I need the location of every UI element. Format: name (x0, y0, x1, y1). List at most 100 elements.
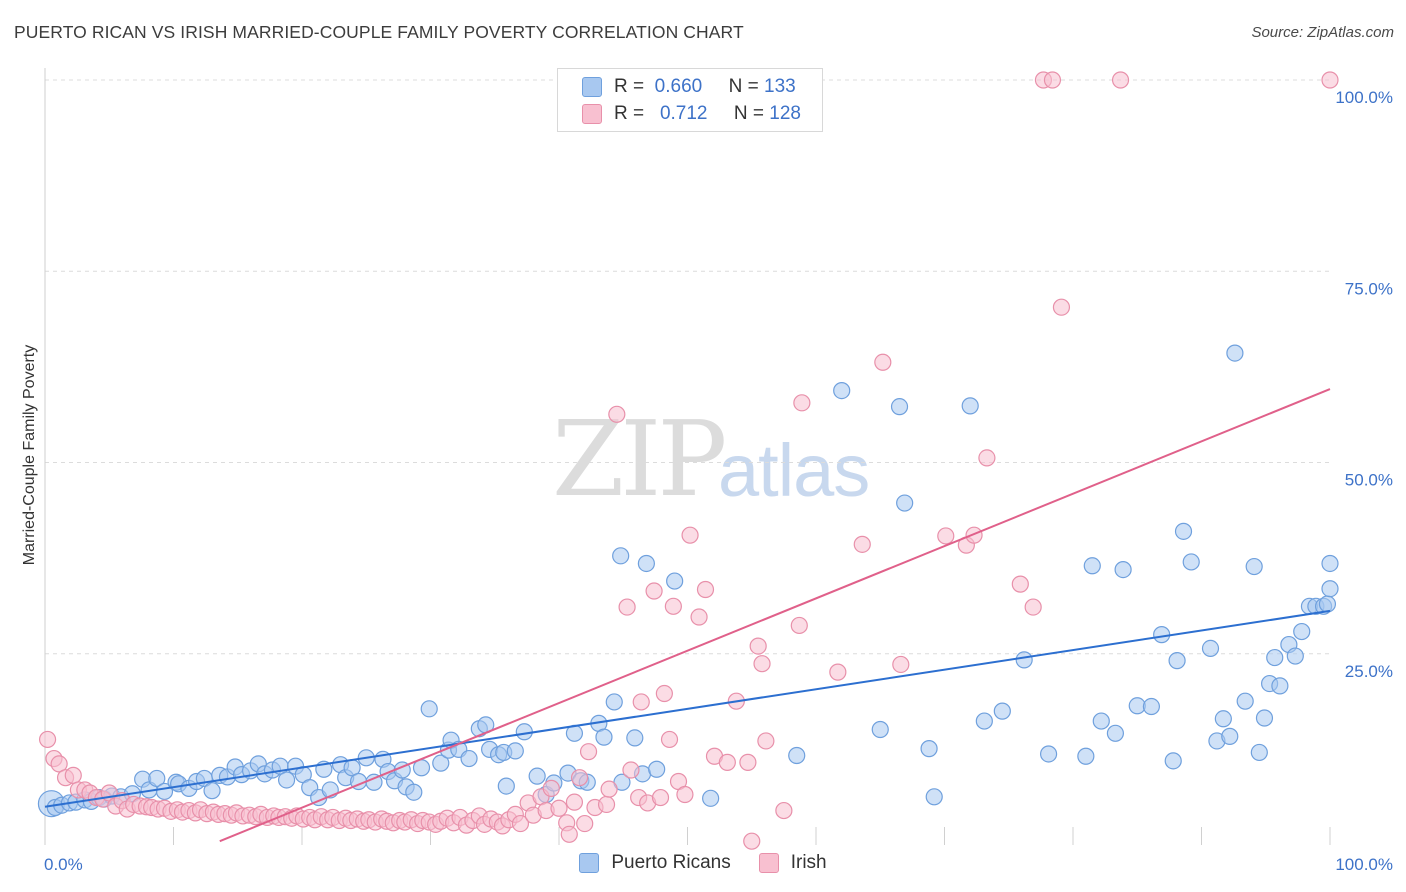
correlation-legend: R = 0.660 N = 133 R = 0.712 N = 128 (557, 68, 823, 132)
point-irish (753, 655, 771, 673)
y-tick-label: 25.0% (1345, 662, 1393, 681)
trend-line-puerto-ricans (44, 609, 1331, 808)
point-irish (978, 449, 996, 467)
point-irish (793, 394, 811, 412)
legend-n-label: N = (728, 76, 759, 97)
point-irish (622, 761, 640, 779)
point-irish (550, 799, 568, 817)
point-puerto-ricans (975, 712, 993, 730)
point-puerto-ricans (1221, 727, 1239, 745)
series-legend: Puerto Ricans Irish (0, 852, 1406, 874)
point-puerto-ricans (1142, 697, 1160, 716)
point-puerto-ricans (1114, 560, 1132, 579)
legend-n-label: N = (733, 103, 765, 124)
legend-swatch-irish (582, 104, 602, 124)
point-puerto-ricans (1245, 557, 1263, 576)
point-puerto-ricans (1266, 648, 1284, 667)
point-irish (743, 832, 761, 850)
x-tick-label: 0.0% (44, 855, 83, 874)
point-irish (1321, 71, 1339, 89)
point-puerto-ricans (1318, 595, 1337, 613)
legend-r-value: 0.660 (654, 76, 703, 97)
point-irish (829, 663, 847, 681)
chart-title: PUERTO RICAN VS IRISH MARRIED-COUPLE FAM… (14, 22, 744, 42)
point-irish (664, 597, 682, 615)
point-puerto-ricans (788, 746, 806, 765)
point-irish (570, 769, 589, 787)
point-irish (1024, 598, 1042, 616)
point-irish (64, 766, 82, 784)
point-irish (853, 535, 871, 553)
point-puerto-ricans (612, 547, 630, 565)
point-puerto-ricans (1293, 622, 1311, 641)
legend-n-value: 133 (764, 76, 796, 97)
point-irish (775, 801, 793, 820)
point-puerto-ricans (890, 398, 909, 416)
point-irish (757, 732, 775, 750)
point-puerto-ricans (920, 740, 938, 758)
point-irish (651, 788, 670, 807)
point-irish (608, 405, 626, 423)
point-irish (965, 526, 983, 544)
point-puerto-ricans (1083, 557, 1101, 575)
source-credit: Source: ZipAtlas.com (1251, 24, 1394, 41)
point-puerto-ricans (1286, 647, 1304, 665)
legend-row-irish: R = 0.712 N = 128 (582, 102, 801, 126)
point-irish (892, 655, 910, 674)
point-irish (50, 755, 68, 773)
point-irish (597, 795, 616, 814)
point-puerto-ricans (405, 783, 423, 801)
point-puerto-ricans (993, 702, 1011, 720)
point-puerto-ricans (1255, 709, 1274, 727)
y-tick-label: 50.0% (1345, 471, 1393, 490)
series-legend-irish: Irish (758, 852, 827, 874)
point-puerto-ricans (420, 700, 438, 718)
series-legend-puerto-ricans: Puerto Ricans (579, 852, 731, 874)
watermark-zip: ZIP (552, 398, 727, 520)
point-irish (718, 753, 736, 771)
y-tick-label: 100.0% (1335, 88, 1393, 107)
point-puerto-ricans (961, 397, 979, 415)
point-irish (660, 730, 679, 749)
point-puerto-ricans (1226, 344, 1244, 362)
watermark-atlas: atlas (718, 429, 870, 512)
point-irish (937, 527, 955, 545)
point-puerto-ricans (637, 554, 655, 573)
point-puerto-ricans (605, 693, 623, 711)
point-irish (1043, 71, 1062, 89)
point-irish (576, 814, 594, 833)
point-puerto-ricans (1271, 677, 1289, 695)
point-puerto-ricans (666, 572, 684, 590)
legend-row-puerto-ricans: R = 0.660 N = 133 (582, 75, 796, 99)
legend-swatch-puerto-ricans (582, 77, 602, 97)
point-puerto-ricans (515, 723, 533, 741)
point-puerto-ricans (460, 749, 478, 768)
point-puerto-ricans (702, 789, 720, 807)
point-irish (749, 637, 767, 655)
legend-n-value: 128 (769, 103, 801, 124)
point-irish (542, 779, 560, 797)
point-puerto-ricans (1015, 651, 1033, 669)
point-irish (655, 684, 673, 703)
trend-line-irish (219, 388, 1331, 843)
point-irish (676, 785, 694, 804)
point-irish (38, 730, 57, 749)
point-puerto-ricans (432, 754, 450, 772)
point-irish (790, 616, 808, 635)
legend-r-label: R = (614, 76, 645, 97)
point-puerto-ricans (1153, 626, 1171, 644)
point-puerto-ricans (1201, 639, 1220, 657)
point-puerto-ricans (1077, 747, 1095, 765)
x-tick-label: 100.0% (1335, 855, 1393, 874)
point-puerto-ricans (1092, 712, 1110, 730)
point-puerto-ricans (1164, 752, 1182, 770)
point-puerto-ricans (528, 767, 546, 785)
point-puerto-ricans (1321, 554, 1339, 573)
point-irish (618, 598, 636, 616)
point-puerto-ricans (1182, 553, 1200, 571)
point-puerto-ricans (626, 729, 644, 747)
series-swatch-irish (758, 853, 779, 873)
point-irish (739, 753, 757, 771)
series-label-puerto-ricans: Puerto Ricans (611, 852, 731, 873)
